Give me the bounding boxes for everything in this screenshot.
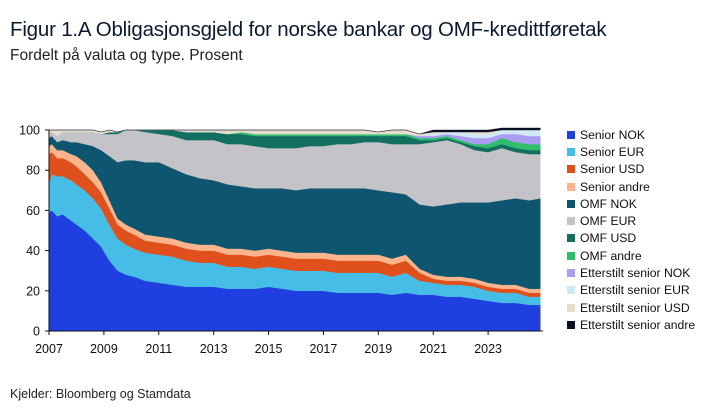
x-tick-label: 2017: [310, 342, 338, 356]
legend-item-etterstilt-senior-eur: Etterstilt senior EUR: [567, 282, 695, 299]
legend-label: Senior NOK: [580, 127, 646, 142]
legend-item-etterstilt-senior-nok: Etterstilt senior NOK: [567, 264, 695, 281]
source-note: Kjelder: Bloomberg og Stamdata: [10, 387, 191, 401]
chart-title: Figur 1.A Obligasjonsgjeld for norske ba…: [10, 18, 607, 41]
legend-label: Etterstilt senior NOK: [580, 266, 691, 281]
legend-swatch: [567, 182, 575, 191]
legend-label: Senior EUR: [580, 144, 645, 159]
x-tick-label: 2021: [419, 342, 447, 356]
legend-item-senior-eur: Senior EUR: [567, 143, 695, 160]
legend-item-omf-usd: OMF USD: [567, 230, 695, 247]
legend-swatch: [567, 130, 575, 139]
y-tick-label: 60: [26, 204, 40, 218]
legend-swatch: [567, 234, 575, 243]
x-tick-label: 2023: [474, 342, 502, 356]
legend-swatch: [567, 303, 575, 312]
legend-item-etterstilt-senior-usd: Etterstilt senior USD: [567, 299, 695, 316]
legend-label: Senior USD: [580, 162, 645, 177]
x-tick-label: 2013: [200, 342, 228, 356]
legend-swatch: [567, 286, 575, 295]
legend-item-omf-andre: OMF andre: [567, 247, 695, 264]
legend-swatch: [567, 269, 575, 278]
legend-swatch: [567, 199, 575, 208]
legend-label: OMF andre: [580, 248, 642, 263]
x-tick-label: 2019: [364, 342, 392, 356]
axes-layer: 0 20 40 60 80 100 2007 2009 2011 2013 2015 2017 2019…: [19, 124, 543, 356]
legend-swatch: [567, 217, 575, 226]
area-layer: [48, 127, 541, 332]
legend-item-etterstilt-senior-andre: Etterstilt senior andre: [567, 316, 695, 333]
chart-subtitle: Fordelt på valuta og type. Prosent: [10, 47, 243, 64]
area-etterstilt-senior-andre: [49, 127, 541, 135]
legend-item-senior-nok: Senior NOK: [567, 126, 695, 143]
legend-label: OMF USD: [580, 231, 637, 246]
x-tick-label: 2007: [35, 342, 63, 356]
y-tick-label: 0: [33, 325, 40, 339]
chart-legend: Senior NOK Senior EUR Senior USD Senior and…: [567, 126, 695, 334]
y-tick-label: 80: [26, 164, 40, 178]
y-tick-label: 20: [26, 284, 40, 298]
legend-label: Etterstilt senior andre: [580, 317, 696, 332]
legend-swatch: [567, 165, 575, 174]
legend-swatch: [567, 251, 575, 260]
x-tick-label: 2011: [145, 342, 172, 356]
area-chart: 0 20 40 60 80 100 2007 2009 2011 2013 2015 2017 2019…: [19, 124, 543, 356]
legend-item-senior-usd: Senior USD: [567, 161, 695, 178]
legend-item-omf-nok: OMF NOK: [567, 195, 695, 212]
legend-label: Etterstilt senior USD: [580, 300, 690, 315]
legend-swatch: [567, 147, 575, 156]
legend-label: OMF EUR: [580, 214, 637, 229]
x-tick-label: 2009: [90, 342, 118, 356]
legend-label: Etterstilt senior EUR: [580, 283, 690, 298]
y-tick-label: 100: [19, 124, 40, 138]
y-tick-label: 40: [26, 244, 40, 258]
legend-swatch: [567, 320, 575, 329]
legend-item-senior-andre: Senior andre: [567, 178, 695, 195]
legend-item-omf-eur: OMF EUR: [567, 212, 695, 229]
x-tick-label: 2015: [255, 342, 283, 356]
legend-label: Senior andre: [580, 179, 650, 194]
legend-label: OMF NOK: [580, 196, 637, 211]
